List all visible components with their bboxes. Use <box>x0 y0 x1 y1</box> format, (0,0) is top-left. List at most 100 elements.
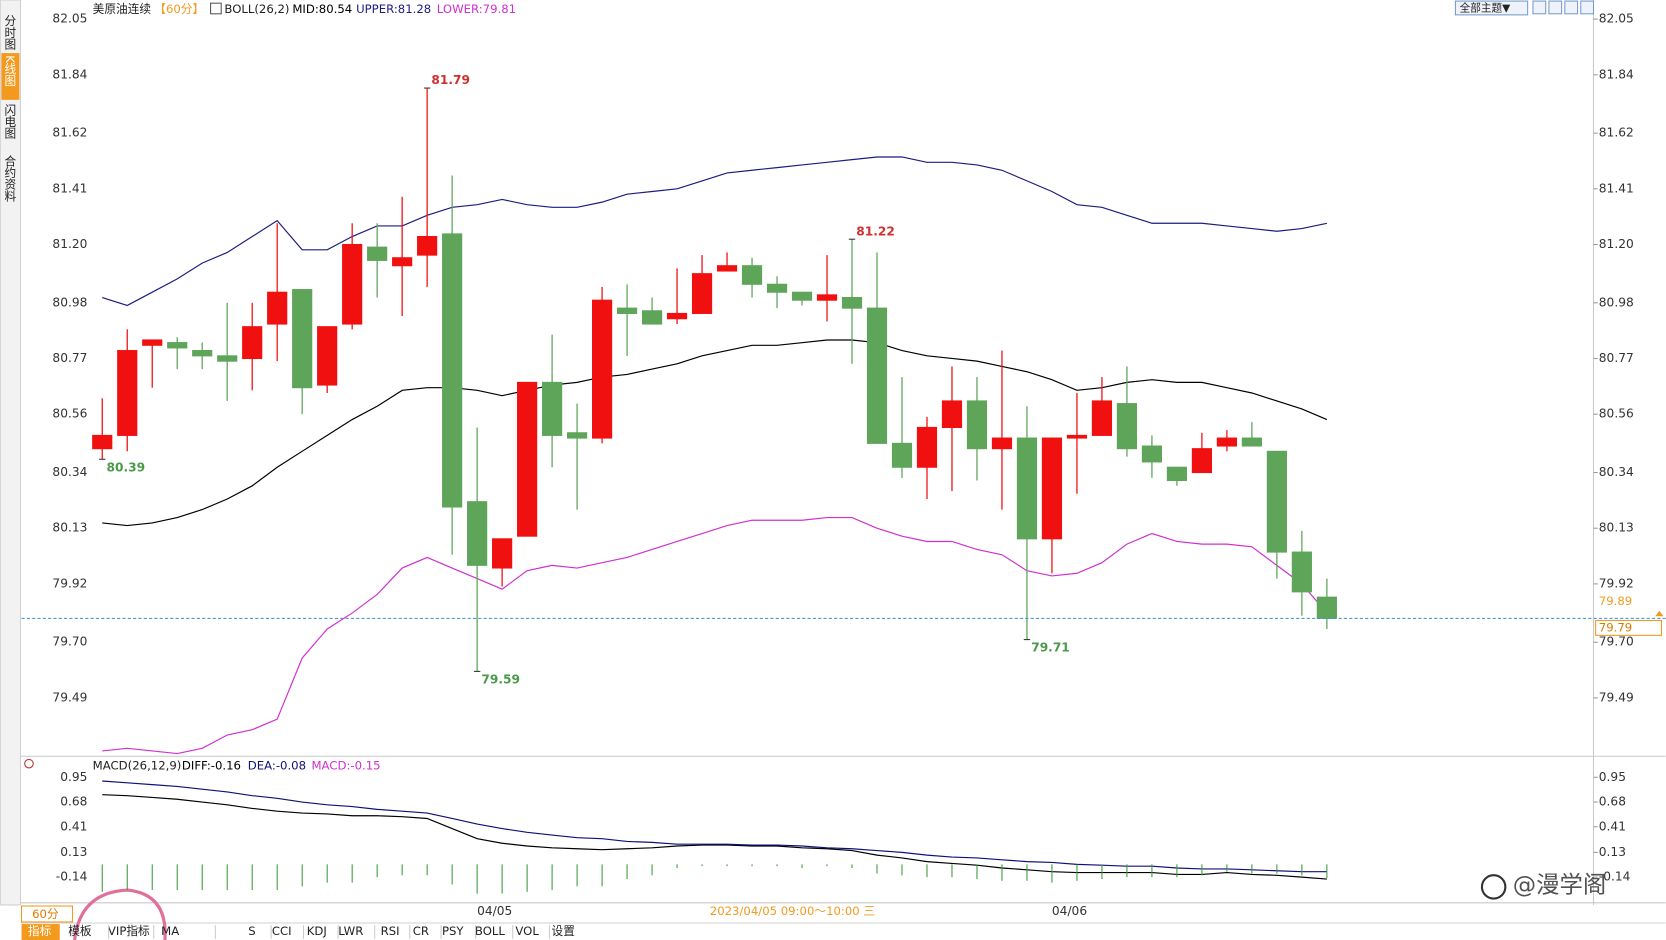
toolbar-item[interactable]: CR <box>413 924 429 938</box>
toolbar-item[interactable]: PSY <box>442 924 464 938</box>
candle-body <box>691 273 713 314</box>
toolbar-item[interactable]: MA <box>161 924 179 938</box>
candle-body <box>866 307 888 444</box>
toolbar-icon[interactable] <box>1548 0 1563 15</box>
candle-body <box>1116 403 1138 450</box>
y-tick-label-left: 80.13 <box>52 521 87 535</box>
candle-body <box>766 283 788 293</box>
y-tick-label-left: 79.49 <box>52 690 87 704</box>
last-price-label: 79.79 <box>1599 620 1632 634</box>
last-price-box <box>1595 619 1663 636</box>
candle-body <box>591 299 613 439</box>
toolbar-item[interactable]: 指标 <box>28 924 52 938</box>
toolbar-icon[interactable] <box>1564 0 1579 15</box>
settings-icon[interactable] <box>24 758 34 769</box>
candle-body <box>941 400 963 428</box>
candle-body <box>1016 437 1038 540</box>
sidebar <box>0 0 21 906</box>
toolbar-item[interactable]: KDJ <box>307 924 327 938</box>
y-tick-label-right: 81.41 <box>1599 181 1634 195</box>
status-text: 2023/04/05 09:00～10:00 三 <box>710 904 875 918</box>
toolbar-item[interactable]: S <box>248 924 255 938</box>
candle-body <box>616 307 638 314</box>
period-button[interactable]: 60分 <box>32 907 59 921</box>
toolbar: 指标 模板 VIP指标 MA S CCI KDJ LWR RSI CR PSY BOLL VOL 设置 <box>28 924 575 938</box>
candle-body <box>567 432 588 439</box>
candle-body <box>816 294 838 301</box>
last-price-arrow <box>1655 610 1664 617</box>
y-tick-label-left: 80.34 <box>52 465 87 479</box>
toolbar-item[interactable]: VOL <box>515 924 539 938</box>
toolbar-icon[interactable] <box>1532 0 1547 15</box>
candle-body <box>1191 448 1212 474</box>
candle-body <box>966 400 988 450</box>
candle-body <box>367 246 388 261</box>
chart-title: 美原油连续 <box>93 2 152 16</box>
indicator-line <box>102 156 1328 307</box>
candle-body <box>716 265 738 272</box>
candle-body <box>92 434 113 450</box>
theme-button[interactable] <box>1454 0 1529 16</box>
legend-entry: UPPER:81.28 <box>356 2 431 16</box>
legend-entry: DIFF:-0.16 <box>182 758 241 772</box>
candle-body <box>517 381 538 537</box>
candle-body <box>142 339 163 346</box>
candle-body <box>542 381 563 436</box>
period-box[interactable] <box>20 905 74 923</box>
candle-body <box>791 291 813 301</box>
toolbar-item[interactable]: CCI <box>272 924 292 938</box>
y-tick-label-left: 81.20 <box>52 237 87 251</box>
y-tick-label-left: -0.14 <box>56 870 88 884</box>
candle-body <box>192 350 213 357</box>
candle-body <box>442 233 463 508</box>
x-tick-label: 04/06 <box>1052 904 1087 918</box>
y-tick-label-left: 79.92 <box>52 576 87 590</box>
y-tick-label-left: 79.70 <box>52 635 87 649</box>
toolbar-item[interactable]: LWR <box>338 924 363 938</box>
sidebar-tab[interactable]: K线图 <box>3 55 17 87</box>
y-tick-label-right: 81.20 <box>1599 237 1634 251</box>
candle-body <box>1066 434 1088 439</box>
y-tick-label-right: 79.92 <box>1599 576 1634 590</box>
candle-body <box>741 265 763 285</box>
extreme-label: 79.59 <box>481 672 520 686</box>
toolbar-item[interactable]: RSI <box>381 924 400 938</box>
toolbar-item[interactable]: BOLL <box>475 924 505 938</box>
prev-close-label: 79.89 <box>1599 594 1632 608</box>
y-tick-label-left: 80.98 <box>52 295 87 309</box>
macd-title: MACD(26,12,9) <box>93 758 182 772</box>
indicator-icon[interactable] <box>210 2 222 15</box>
sidebar-tab[interactable]: 闪电图 <box>3 103 17 139</box>
toolbar-icon[interactable] <box>1580 0 1595 15</box>
candle-body <box>991 437 1013 450</box>
y-tick-label-left: 81.84 <box>52 67 87 81</box>
sidebar-tab[interactable]: 合约资料 <box>3 154 17 202</box>
candle-body <box>342 243 363 325</box>
y-tick-label-right: 82.05 <box>1599 12 1634 26</box>
candle-body <box>891 442 913 468</box>
toolbar-item[interactable]: 设置 <box>552 924 576 938</box>
y-tick-label-right: 80.77 <box>1599 351 1634 365</box>
candle-body <box>1166 466 1188 482</box>
y-tick-label-right: 80.34 <box>1599 465 1634 479</box>
toolbar-item[interactable]: VIP指标 <box>108 924 150 938</box>
y-tick-label-left: 0.68 <box>60 795 87 809</box>
theme-button-label[interactable]: 全部主题▼ <box>1460 1 1511 14</box>
candle-body <box>117 350 138 436</box>
candle-body <box>1291 551 1312 593</box>
candle-body <box>641 310 663 325</box>
toolbar-item[interactable]: 模板 <box>68 924 92 938</box>
y-tick-label-right: 79.49 <box>1599 690 1634 704</box>
candle-body <box>1091 400 1113 436</box>
sidebar-active-tab <box>1 53 20 100</box>
candle-body <box>267 291 288 325</box>
legend-entry: DEA:-0.08 <box>248 758 306 772</box>
sidebar-tab[interactable]: 分时图 <box>3 15 17 51</box>
legend-entry: LOWER:79.81 <box>437 2 516 16</box>
candle-body <box>242 326 263 360</box>
candle-body <box>1241 437 1262 447</box>
candle-body <box>916 426 938 468</box>
y-tick-label-left: 0.13 <box>60 845 87 859</box>
extreme-label: 79.71 <box>1031 641 1070 655</box>
